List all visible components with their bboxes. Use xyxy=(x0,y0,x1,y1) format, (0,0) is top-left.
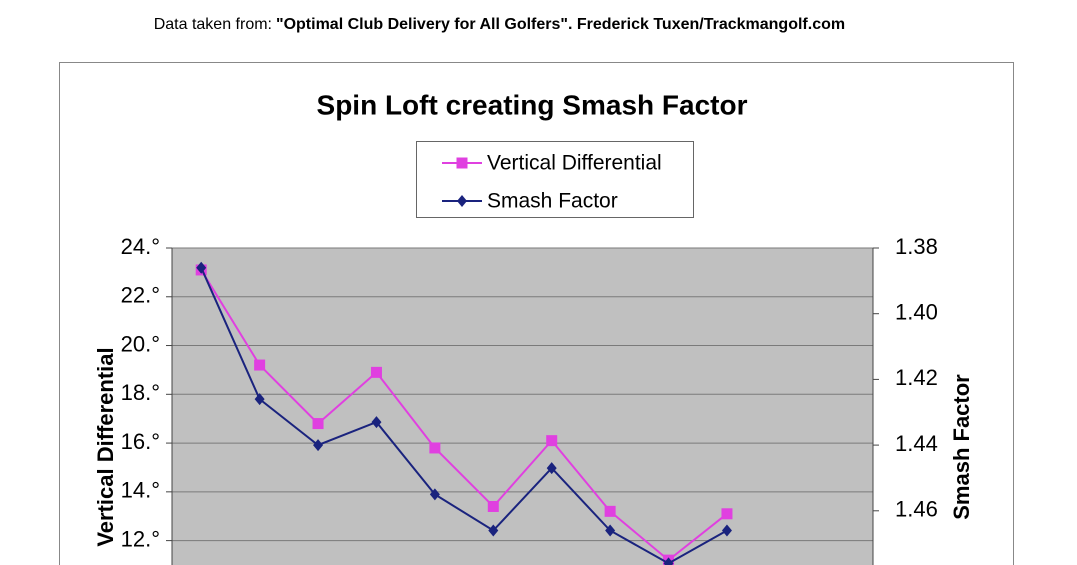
y-tick-label: 18.° xyxy=(121,380,160,405)
y2-tick-label: 1.38 xyxy=(895,234,938,259)
legend-marker xyxy=(457,195,467,207)
y-axis-title: Vertical Differential xyxy=(93,347,118,546)
legend-marker xyxy=(456,157,468,169)
data-point xyxy=(546,435,558,447)
data-point xyxy=(429,442,441,454)
data-point xyxy=(313,439,324,452)
y2-tick-label: 1.42 xyxy=(895,365,938,390)
legend-label: Vertical Differential xyxy=(487,152,662,175)
data-point xyxy=(604,505,616,517)
y2-tick-label: 1.46 xyxy=(895,497,938,522)
data-point xyxy=(196,261,207,274)
data-point xyxy=(488,524,499,537)
y-tick-label: 14.° xyxy=(121,478,160,503)
plot-area xyxy=(172,248,873,565)
data-point xyxy=(371,416,382,429)
y2-tick-label: 1.40 xyxy=(895,300,938,325)
data-point xyxy=(429,488,440,501)
series-line xyxy=(200,267,728,565)
series-line xyxy=(200,269,728,562)
y-tick-label: 20.° xyxy=(121,331,160,356)
source-reference: "Optimal Club Delivery for All Golfers".… xyxy=(276,16,845,33)
data-point xyxy=(721,524,732,537)
y-tick-label: 12.° xyxy=(121,526,160,551)
y2-tick-label: 1.44 xyxy=(895,431,938,456)
y-tick-label: 16.° xyxy=(121,429,160,454)
chart-title: Spin Loft creating Smash Factor xyxy=(317,89,748,120)
y-tick-label: 24.° xyxy=(121,234,160,259)
data-point xyxy=(370,366,382,378)
data-point xyxy=(605,524,616,537)
data-point xyxy=(546,462,557,475)
y-tick-label: 22.° xyxy=(121,283,160,308)
data-point xyxy=(254,393,265,406)
data-point xyxy=(254,359,266,371)
data-point xyxy=(487,500,499,512)
legend-label: Smash Factor xyxy=(487,190,618,213)
data-point xyxy=(721,508,733,520)
data-point xyxy=(312,418,324,430)
source-prefix: Data taken from: xyxy=(154,16,272,33)
y2-axis-title: Smash Factor xyxy=(949,374,974,520)
data-point xyxy=(663,557,674,565)
